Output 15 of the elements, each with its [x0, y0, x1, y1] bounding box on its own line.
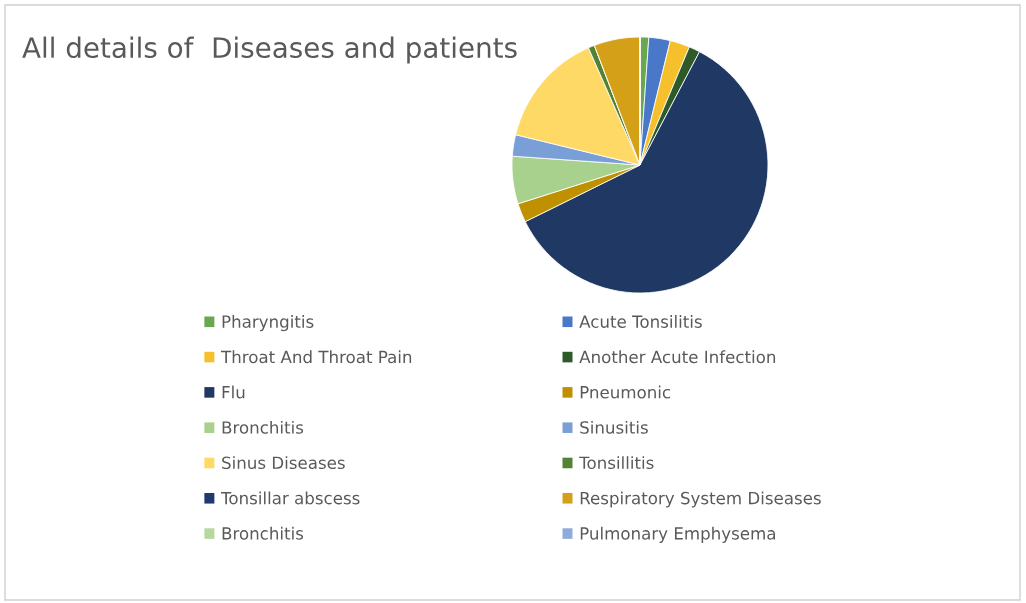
legend-label: Another Acute Infection: [579, 350, 776, 364]
legend-label: Pulmonary Emphysema: [580, 526, 775, 543]
legend-label: Flu: [222, 385, 245, 399]
legend-label: Throat And Throat Pain: [220, 350, 412, 364]
legend-label: Pneumonic: [580, 385, 671, 399]
legend-label: Sinus Diseases: [222, 456, 345, 470]
legend-label: Respiratory System Diseases: [580, 491, 821, 508]
legend-label: Pharyngitis: [222, 315, 314, 332]
legend-label: Tonsillar abscess: [220, 491, 360, 505]
legend-label: Acute Tonsilitis: [579, 315, 702, 328]
legend-label: Bronchitis: [222, 526, 304, 540]
legend-label: Sinusitis: [580, 420, 648, 434]
legend-label: Bronchitis: [222, 420, 304, 434]
legend-label: Tonsillitis: [579, 456, 654, 470]
chart-title: All details of Diseases and patients: [22, 36, 517, 64]
